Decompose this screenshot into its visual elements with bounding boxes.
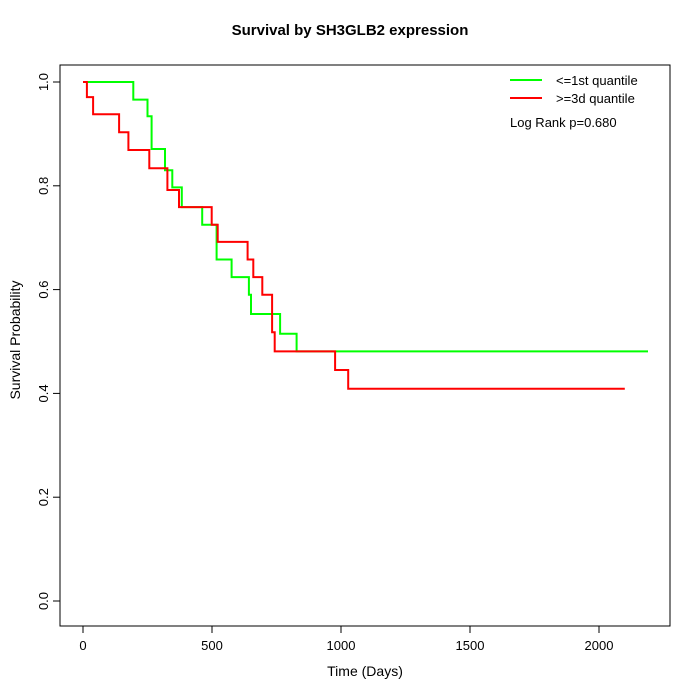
y-tick-label: 0.4 (36, 384, 51, 402)
legend-label-third-quantile: >=3d quantile (556, 90, 635, 106)
y-tick-label: 0.8 (36, 177, 51, 195)
y-tick-label: 0.0 (36, 592, 51, 610)
y-tick-label: 1.0 (36, 73, 51, 91)
x-tick-label: 1500 (456, 638, 485, 653)
x-tick-label: 500 (201, 638, 223, 653)
legend-line-green-icon (510, 79, 542, 81)
x-tick-label: 1000 (327, 638, 356, 653)
survival-curve-low-expression (83, 81, 648, 353)
legend: <=1st quantile >=3d quantile Log Rank p=… (510, 71, 638, 130)
legend-item-first-quantile: <=1st quantile (510, 71, 638, 89)
y-tick-label: 0.2 (36, 488, 51, 506)
x-axis-title: Time (Days) (327, 663, 403, 679)
x-tick-label: 0 (79, 638, 86, 653)
legend-line-red-icon (510, 97, 542, 99)
log-rank-p-value: Log Rank p=0.680 (510, 115, 617, 130)
x-tick-label: 2000 (585, 638, 614, 653)
plot-border (59, 64, 671, 627)
survival-curve-high-expression (83, 81, 625, 390)
legend-label-first-quantile: <=1st quantile (556, 72, 638, 88)
legend-item-third-quantile: >=3d quantile (510, 89, 638, 107)
chart-title: Survival by SH3GLB2 expression (231, 22, 469, 39)
y-tick-label: 0.6 (36, 281, 51, 299)
